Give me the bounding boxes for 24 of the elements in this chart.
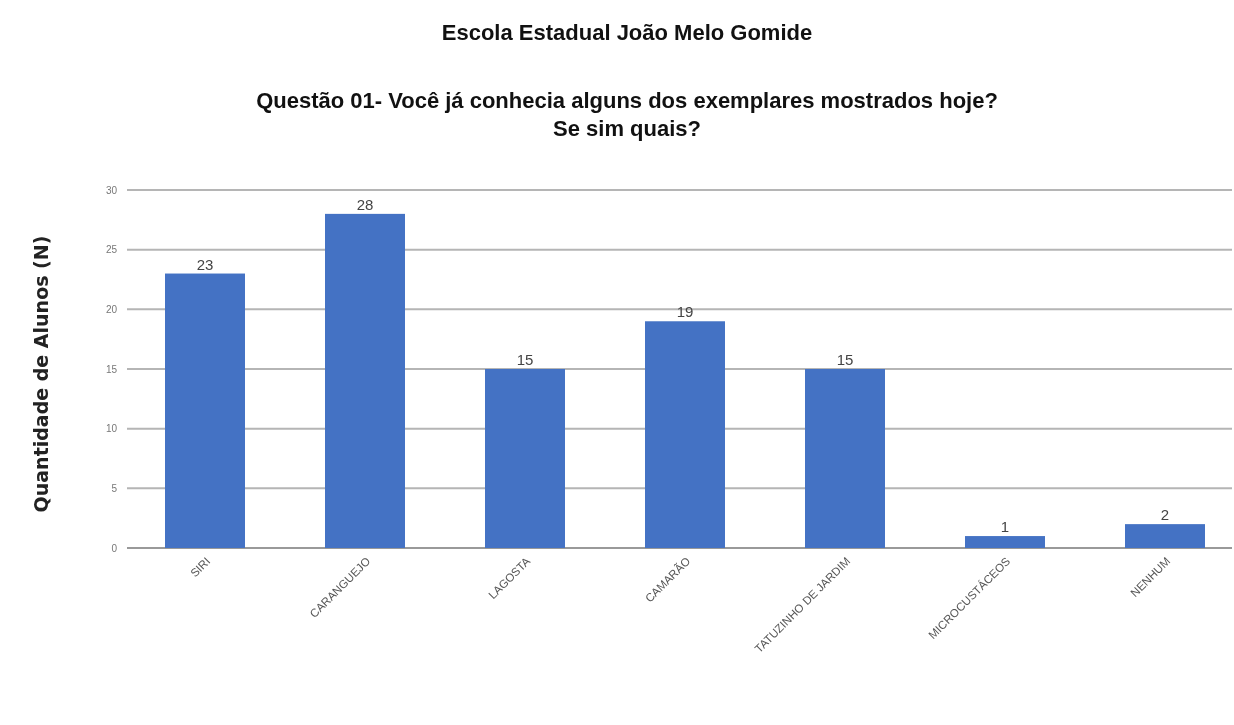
bar [965, 536, 1045, 548]
data-label: 1 [1000, 518, 1010, 536]
data-label: 15 [516, 351, 534, 368]
y-tick-label: 10 [105, 423, 118, 435]
bar [485, 369, 565, 548]
bar [325, 213, 405, 548]
chart-subtitle: Questão 01- Você já conhecia alguns dos exemplares mostrados hoje? Se sim quais? [256, 88, 998, 141]
y-tick-label: 30 [105, 184, 118, 196]
data-label: 2 [1160, 506, 1170, 524]
data-label: 28 [356, 195, 374, 213]
data-label: 23 [196, 255, 214, 273]
y-axis-title: Quantidade de Alunos (N) [30, 235, 52, 513]
y-tick-label: 5 [111, 482, 118, 494]
y-tick-label: 20 [105, 303, 118, 315]
y-tick-label: 25 [105, 244, 118, 256]
bar [805, 369, 885, 548]
bar [1125, 524, 1205, 548]
data-label: 15 [836, 351, 854, 368]
bar [645, 321, 725, 548]
data-label: 19 [676, 303, 694, 321]
chart-title: Escola Estadual João Melo Gomide [441, 20, 813, 45]
y-tick-label: 15 [105, 363, 118, 375]
bar [165, 273, 245, 548]
y-tick-label: 0 [111, 542, 118, 554]
